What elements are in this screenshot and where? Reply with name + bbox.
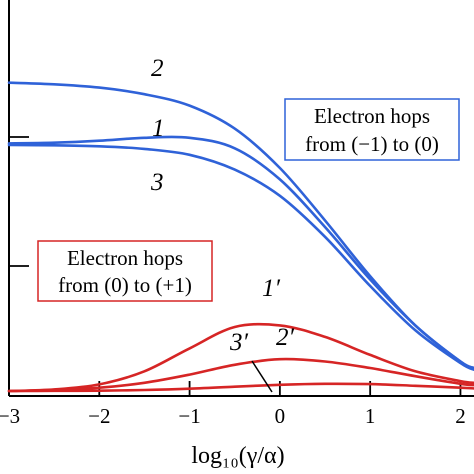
curve-1-prime (7, 322, 474, 393)
x-tick-label: −3 (0, 404, 20, 428)
curve-1 (7, 135, 474, 370)
x-tick-label: −1 (178, 404, 200, 428)
annotation-box-blue: Electron hops from (−1) to (0) (284, 98, 460, 161)
curve-3 (7, 143, 474, 371)
annotation-red-line-1: Electron hops (67, 246, 183, 270)
x-axis-label: log₁₀(γ/α) (191, 443, 284, 469)
x-ticks: −3 −2 −1 0 1 2 (0, 381, 466, 428)
curve-3-prime (7, 382, 474, 393)
curve-label-3: 3 (150, 169, 164, 196)
x-tick-label: 2 (455, 404, 466, 428)
curve-label-1: 1 (152, 115, 165, 142)
annotation-blue-line-1: Electron hops (314, 104, 430, 128)
x-tick-label: 1 (365, 404, 376, 428)
curves (7, 81, 474, 393)
annotation-box-blue-frame (284, 98, 460, 161)
annotation-red-line-2: from (0) to (+1) (58, 273, 192, 297)
curve-labels: 2 1 3 1′ 2′ 3′ (150, 55, 295, 393)
curve-2-prime (7, 357, 474, 393)
annotation-box-red: Electron hops from (0) to (+1) (37, 240, 213, 302)
curve-3-prime-pointer (251, 360, 273, 393)
curve-label-1-prime: 1′ (262, 275, 281, 302)
x-tick-label: −2 (88, 404, 110, 428)
axes (8, 0, 474, 397)
annotation-blue-line-2: from (−1) to (0) (305, 132, 439, 156)
curve-label-2-prime: 2′ (276, 324, 295, 351)
curve-label-2: 2 (151, 55, 164, 82)
annotation-box-red-frame (37, 240, 213, 302)
curve-label-3-prime: 3′ (229, 329, 249, 356)
x-tick-label: 0 (275, 404, 286, 428)
